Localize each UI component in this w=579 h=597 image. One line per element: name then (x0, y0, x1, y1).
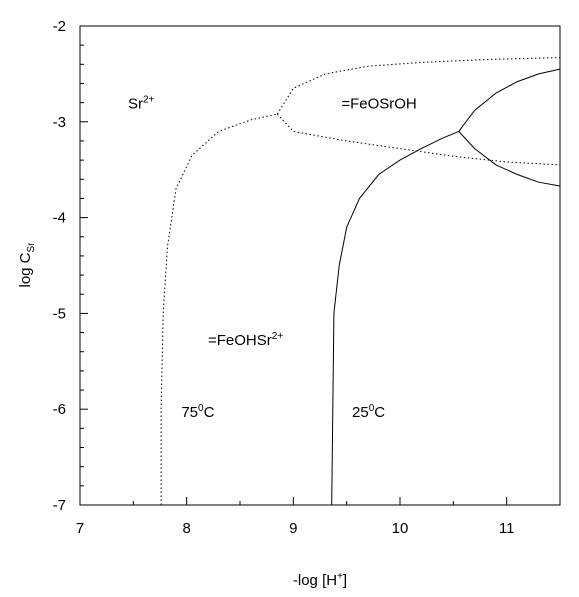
x-tick-label: 7 (76, 520, 84, 537)
x-tick-label: 11 (499, 520, 515, 537)
region-label-t75: 750C (181, 403, 214, 421)
y-tick-label: -6 (53, 401, 66, 418)
y-axis-label: log CSr (17, 242, 37, 288)
y-tick-label: -7 (53, 497, 66, 514)
series-layer (160, 57, 561, 506)
boundary-25c-1 (458, 68, 561, 132)
boundary-25c-2 (458, 131, 561, 187)
region-label-feosroh: =FeOSrOH (341, 95, 416, 112)
region-label-feohsr: =FeOHSr2+ (208, 331, 283, 349)
boundary-75c-1 (276, 57, 561, 115)
x-tick-label: 8 (182, 520, 190, 537)
x-axis-label: -log [H+] (293, 571, 347, 589)
region-labels: Sr2+ =FeOSrOH =FeOHSr2+ 750C 250C (128, 94, 417, 420)
region-label-sr2plus: Sr2+ (128, 94, 155, 112)
y-tick-label: -4 (53, 210, 66, 227)
y-tick-label: -5 (53, 305, 66, 322)
y-tick-label: -2 (53, 18, 66, 35)
plot-frame (79, 25, 561, 506)
x-tick-label: 10 (392, 520, 409, 537)
boundary-75c-2 (276, 113, 561, 166)
y-tick-label: -3 (53, 114, 66, 131)
boundary-75c-0 (160, 113, 278, 505)
region-label-t25: 250C (352, 403, 385, 421)
axis-tick-labels: 7 8 9 10 11 -2 -3 -4 -5 -6 -7 (53, 18, 515, 537)
x-tick-label: 9 (289, 520, 297, 537)
axis-ticks (79, 25, 561, 506)
boundary-25c-0 (331, 130, 459, 506)
